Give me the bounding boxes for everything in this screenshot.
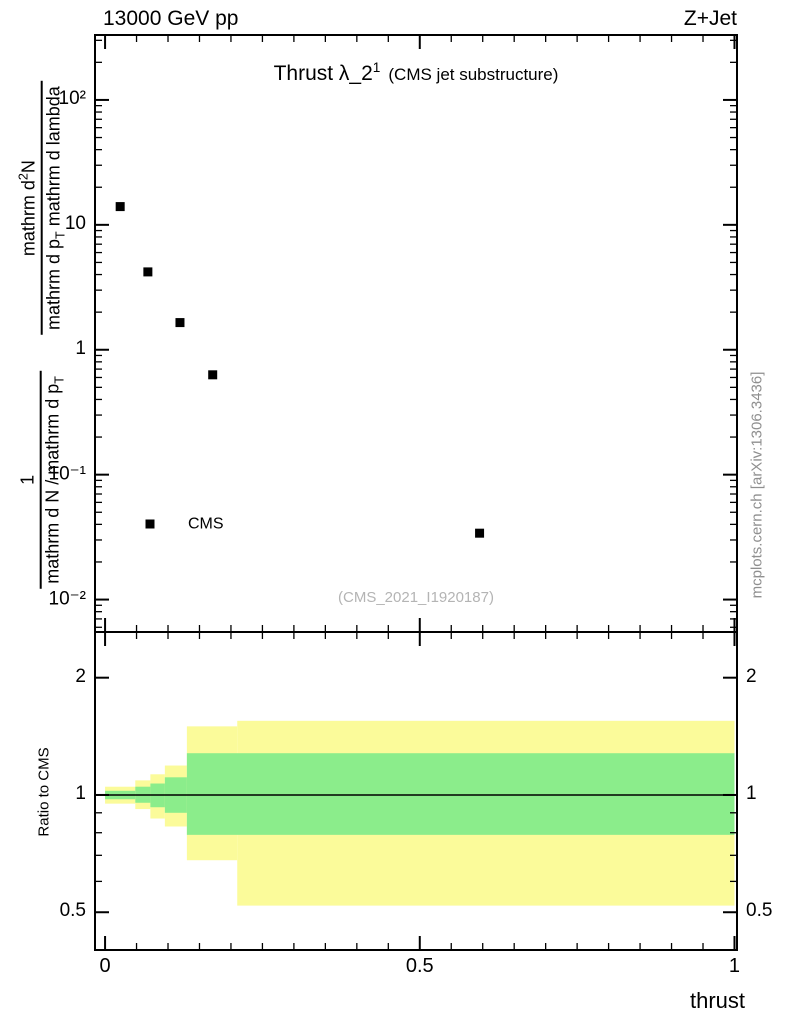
tick-label: 10 xyxy=(64,212,86,234)
plot-subtitle: (CMS jet substructure) xyxy=(388,65,559,84)
tick-label: 10⁻¹ xyxy=(48,463,87,485)
tick-label: 1 xyxy=(75,783,86,805)
plot-title: Thrust λ_21 (CMS jet substructure) xyxy=(95,60,737,86)
analysis-id-watermark: (CMS_2021_I1920187) xyxy=(338,589,494,606)
x-axis-label: thrust xyxy=(689,988,745,1013)
tick-label: 0.5 xyxy=(405,955,434,977)
tick-label: 0 xyxy=(99,955,111,977)
y-label-frac1-numerator: 1 xyxy=(17,371,42,589)
ratio-plot-area xyxy=(94,631,738,951)
tick-label: 10² xyxy=(58,88,86,110)
beam-energy-title: 13000 GeV pp xyxy=(103,7,239,30)
y-label-fraction-2: mathrm d2N mathrm d pT mathrm d lambda xyxy=(16,81,68,336)
tick-label: 1 xyxy=(746,783,757,805)
y-label-frac2-numerator: mathrm d2N xyxy=(16,81,43,336)
y-axis-label: 1 mathrm d N / mathrm d pT mathrm d2N ma… xyxy=(16,81,68,589)
ratio-axis-label: Ratio to CMS xyxy=(35,747,53,837)
tick-label: 0.5 xyxy=(59,900,86,922)
main-plot-area: CMS xyxy=(94,34,738,633)
tick-label: 2 xyxy=(75,665,86,687)
tick-label: 0.5 xyxy=(746,900,773,922)
y-label-frac2-denominator: mathrm d pT mathrm d lambda xyxy=(43,86,68,331)
legend-label: CMS xyxy=(188,516,224,533)
tick-label: 1 xyxy=(728,955,741,977)
tick-label: 10⁻² xyxy=(48,588,87,610)
tick-label: 2 xyxy=(746,665,757,687)
tick-label: 1 xyxy=(75,337,86,359)
process-title: Z+Jet xyxy=(683,7,737,30)
mcplots-attribution: mcplots.cern.ch [arXiv:1306.3436] xyxy=(748,371,766,599)
legend-marker xyxy=(145,519,155,529)
observable-title: Thrust λ_21 xyxy=(273,60,381,85)
